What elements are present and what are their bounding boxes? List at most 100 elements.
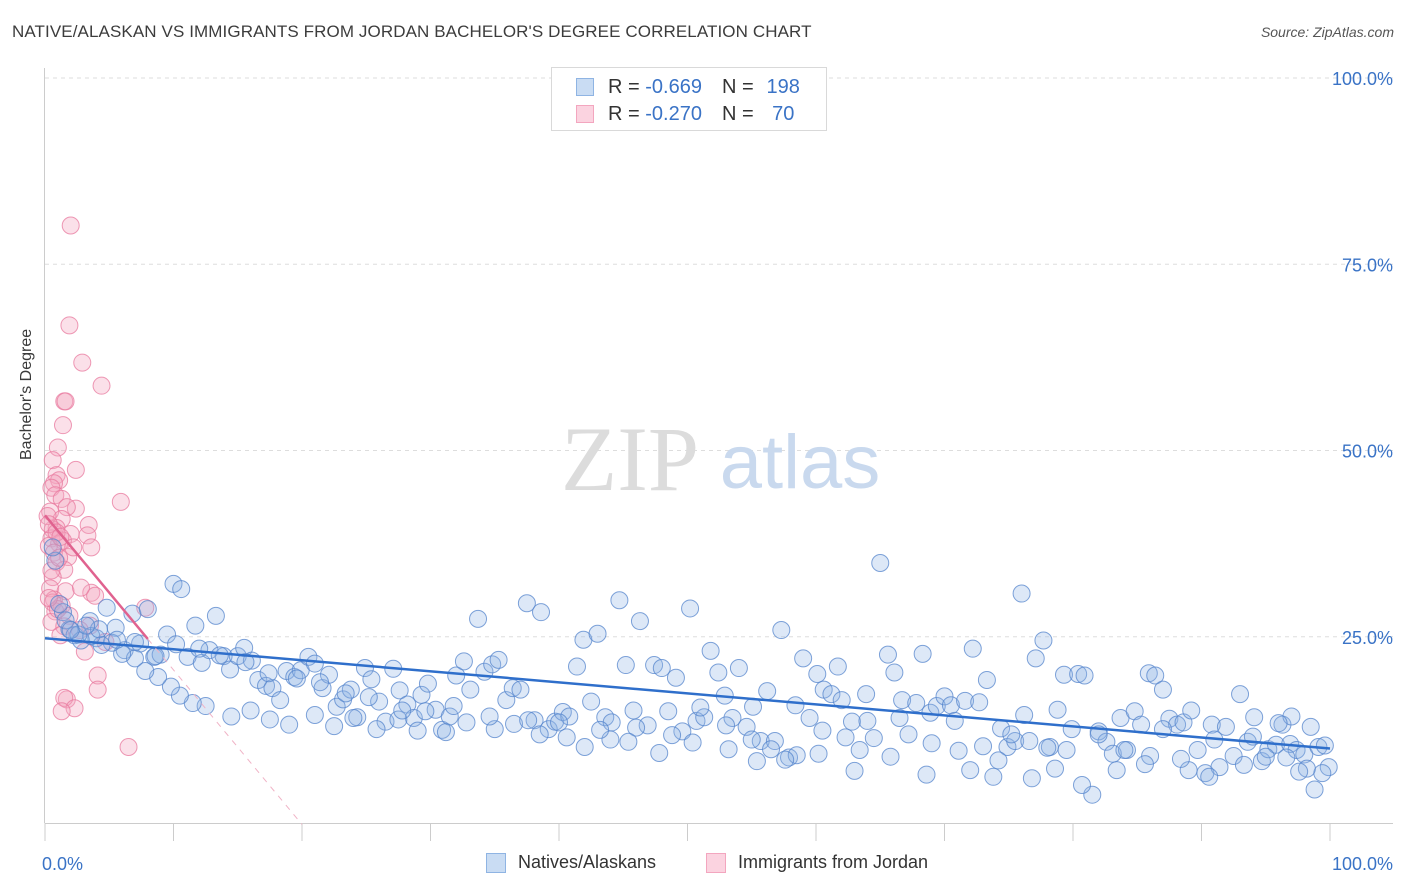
native-point: [776, 750, 795, 769]
native-point: [591, 720, 610, 739]
grid-lines: [45, 77, 1393, 638]
jordan-point: [88, 680, 107, 699]
native-point: [832, 691, 851, 710]
native-point: [370, 692, 389, 711]
native-point: [893, 691, 912, 710]
legend-r-label: R =: [608, 102, 640, 125]
native-point: [673, 722, 692, 741]
native-points: [43, 538, 1338, 804]
native-point: [624, 701, 643, 720]
native-point: [390, 681, 409, 700]
native-point: [974, 737, 993, 756]
native-point: [408, 721, 427, 740]
native-point: [46, 551, 65, 570]
native-point: [461, 680, 480, 699]
jordan-point: [71, 578, 90, 597]
native-point: [961, 761, 980, 780]
native-point: [899, 725, 918, 744]
native-point: [949, 741, 968, 760]
jordan-point: [43, 451, 62, 470]
native-point: [907, 694, 926, 713]
jordan-point: [78, 526, 97, 545]
native-point: [616, 656, 635, 675]
native-point: [1315, 736, 1334, 755]
native-point: [1135, 755, 1154, 774]
legend-item-natives[interactable]: Natives/Alaskans: [486, 852, 656, 873]
native-point: [560, 707, 579, 726]
legend-row-natives: R = -0.669 N = 198: [552, 74, 807, 100]
native-point: [1002, 725, 1021, 744]
native-point: [701, 641, 720, 660]
native-point: [709, 663, 728, 682]
native-point: [260, 710, 279, 729]
native-point: [1034, 631, 1053, 650]
legend-label-natives: Natives/Alaskans: [518, 852, 657, 872]
native-point: [355, 659, 374, 678]
native-point: [650, 743, 669, 762]
native-point: [885, 663, 904, 682]
native-point: [525, 711, 544, 730]
jordan-point: [39, 589, 58, 608]
native-point: [878, 645, 897, 664]
jordan-point: [92, 376, 111, 395]
native-point: [828, 657, 847, 676]
legend-n-value: 70: [772, 102, 795, 125]
native-point: [1231, 685, 1250, 704]
native-point: [1200, 767, 1219, 786]
jordan-point: [82, 538, 101, 557]
x-tick-label: 100.0%: [1332, 854, 1393, 874]
native-point: [505, 714, 524, 733]
native-point: [638, 716, 657, 735]
legend-item-jordan[interactable]: Immigrants from Jordan: [706, 852, 928, 873]
native-point: [1277, 748, 1296, 767]
x-tick-label: 0.0%: [42, 854, 83, 874]
jordan-point: [119, 738, 138, 757]
native-point: [922, 734, 941, 753]
legend-r-value: -0.270: [645, 102, 702, 125]
native-point: [1305, 780, 1324, 799]
native-point: [61, 621, 80, 640]
source-label: Source: ZipAtlas.com: [1260, 24, 1394, 40]
legend-n-label: N =: [721, 102, 754, 125]
native-point: [1245, 708, 1264, 727]
native-point: [652, 659, 671, 678]
native-point: [808, 665, 827, 683]
jordan-point: [52, 702, 71, 721]
y-tick-label: 75.0%: [1342, 255, 1393, 275]
native-point: [319, 665, 338, 684]
native-point: [1022, 769, 1041, 788]
native-point: [857, 685, 876, 704]
native-point: [864, 729, 883, 748]
native-point: [813, 721, 832, 740]
native-point: [1290, 762, 1309, 781]
native-point: [82, 627, 101, 646]
native-point: [517, 594, 536, 613]
native-point: [630, 612, 649, 631]
native-point: [539, 720, 558, 739]
native-point: [436, 723, 455, 742]
jordan-point: [60, 316, 79, 335]
jordan-point: [51, 527, 70, 546]
native-point: [221, 660, 240, 679]
native-point: [836, 728, 855, 747]
native-point: [723, 708, 742, 727]
native-point: [259, 664, 278, 683]
native-point: [842, 712, 861, 731]
native-point: [800, 708, 819, 727]
native-point: [511, 680, 530, 699]
native-point: [575, 738, 594, 757]
native-point: [1026, 649, 1045, 668]
native-point: [280, 715, 299, 734]
legend-swatch-natives: [576, 78, 594, 96]
native-point: [50, 594, 69, 613]
jordan-point: [66, 460, 85, 479]
native-point: [1301, 717, 1320, 736]
native-point: [1012, 584, 1031, 603]
native-point: [787, 746, 806, 765]
jordan-point: [86, 586, 105, 605]
native-point: [43, 538, 62, 557]
native-point: [206, 606, 225, 625]
native-point: [747, 752, 766, 771]
native-point: [393, 701, 412, 720]
